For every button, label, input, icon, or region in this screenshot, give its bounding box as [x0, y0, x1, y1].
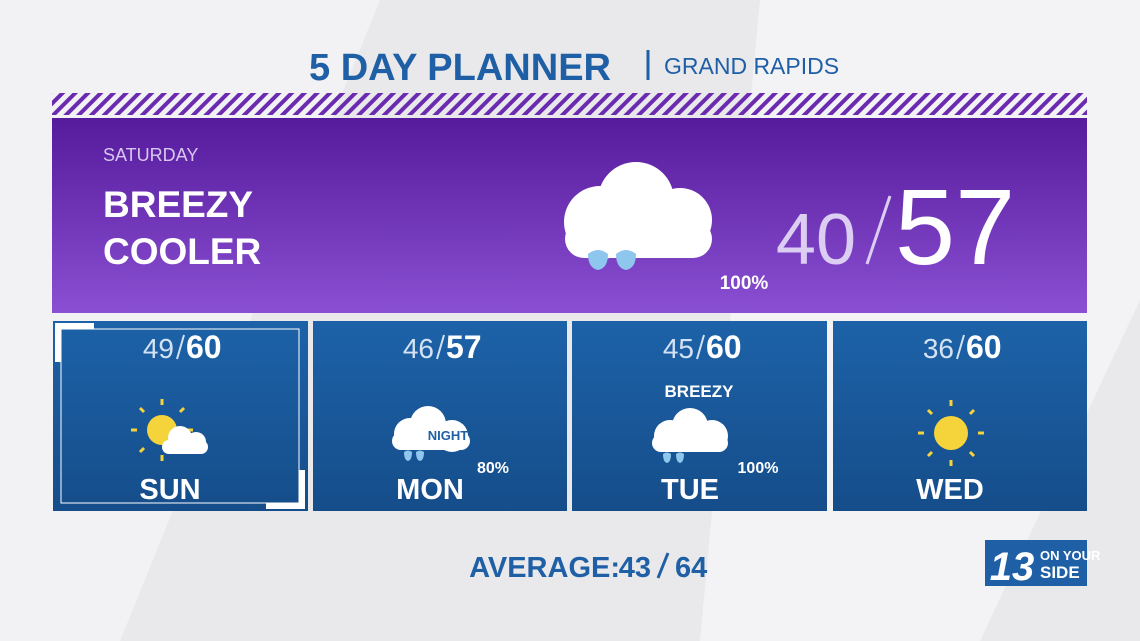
slash: [436, 334, 445, 360]
title: 5 DAY PLANNER: [309, 47, 611, 89]
day-high: 57: [446, 329, 482, 365]
slash: [865, 195, 892, 265]
rain-icon: [564, 162, 712, 260]
today-desc: BREEZY: [103, 184, 253, 225]
corner-brackets: [55, 323, 305, 509]
day-high: 60: [706, 329, 742, 365]
day-precip: 100%: [738, 460, 779, 477]
slash: [696, 334, 705, 360]
day-name: MON: [396, 474, 464, 506]
average-low: 43: [619, 552, 651, 584]
day-note: BREEZY: [665, 382, 735, 401]
today-high: 57: [895, 166, 1015, 287]
day-low: 36: [923, 333, 954, 364]
day-high: 60: [966, 329, 1002, 365]
logo: [985, 540, 1087, 586]
hatch-band: [52, 93, 1087, 115]
tile: [53, 321, 308, 511]
logo-number: 13: [990, 545, 1035, 589]
icon-label: NIGHT: [428, 428, 469, 443]
today-desc: COOLER: [103, 231, 261, 272]
day-name: TUE: [661, 474, 719, 506]
location: GRAND RAPIDS: [664, 53, 839, 79]
day-low: 45: [663, 333, 694, 364]
sun-icon: [918, 400, 984, 466]
today-precip: 100%: [720, 273, 769, 294]
day-name: WED: [916, 474, 984, 506]
rain-drops: [588, 250, 636, 270]
day-low: 46: [403, 333, 434, 364]
day-tiles: [53, 321, 1087, 511]
slash: [176, 334, 185, 360]
rain-icon-small: [652, 408, 728, 463]
day-low: 49: [143, 333, 174, 364]
day-name: SUN: [139, 474, 200, 506]
tile: [833, 321, 1087, 511]
logo-text: SIDE: [1040, 563, 1080, 582]
sun-cloud-icon: [131, 399, 208, 461]
night-rain-icon: [392, 406, 470, 461]
slash: [656, 552, 670, 579]
today-day: SATURDAY: [103, 145, 198, 165]
day-precip: 80%: [477, 460, 509, 477]
logo-text: ON YOUR: [1040, 548, 1101, 563]
slash: [956, 334, 965, 360]
today-low: 40: [776, 200, 856, 280]
average-label: AVERAGE:: [469, 552, 620, 584]
average-high: 64: [675, 552, 707, 584]
tile-frame: [60, 328, 300, 504]
day-high: 60: [186, 329, 222, 365]
